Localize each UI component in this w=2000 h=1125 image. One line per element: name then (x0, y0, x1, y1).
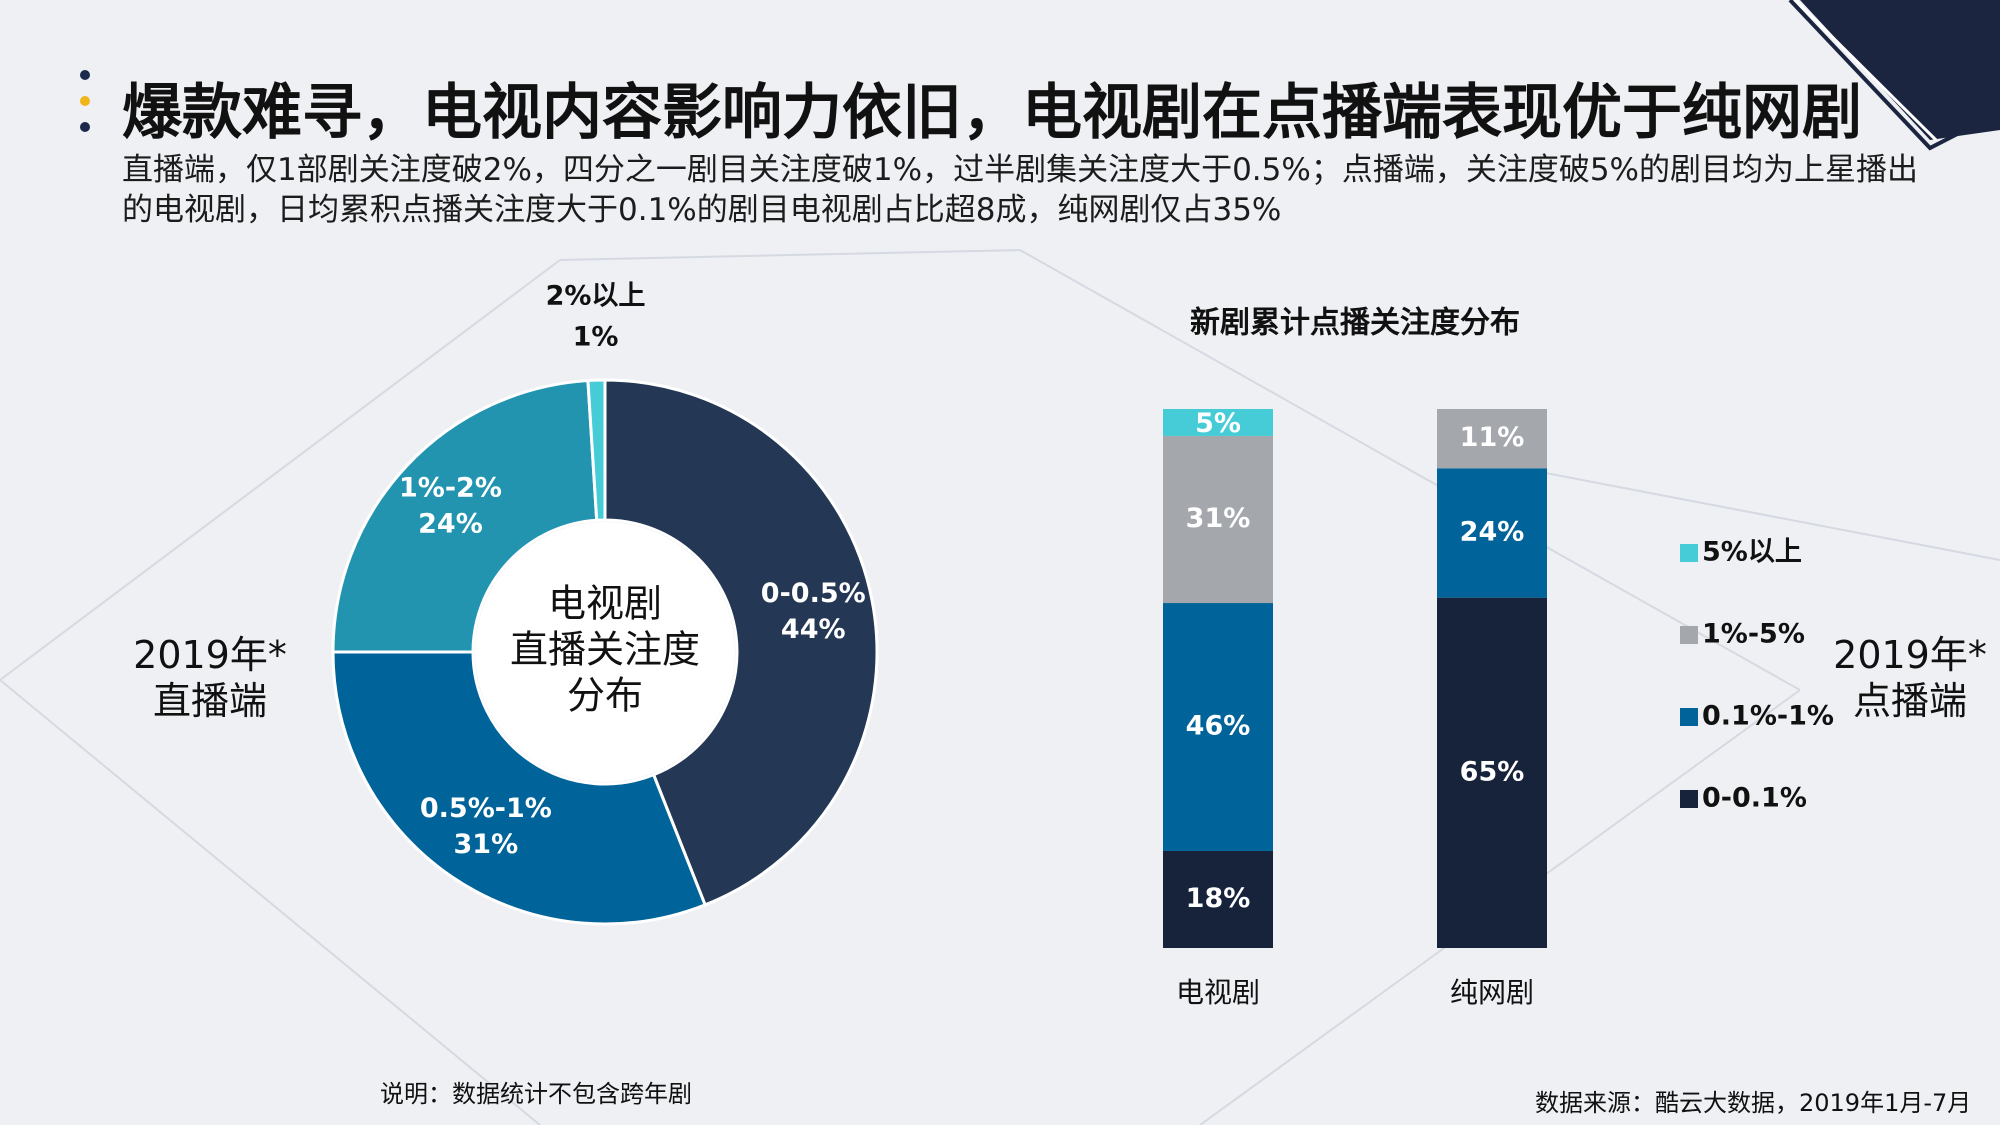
bar-chart-title: 新剧累计点播关注度分布 (1190, 306, 1520, 341)
slice-value-label: 31% (454, 829, 519, 860)
donut-slice (331, 378, 599, 654)
footnote: 说明：数据统计不包含跨年剧 (380, 1080, 692, 1108)
legend-swatch (1680, 790, 1698, 808)
left-panel-label: 2019年* 直播端 (120, 632, 300, 724)
donut-slice (586, 378, 607, 522)
bar-value-label: 46% (1186, 711, 1251, 742)
data-source: 数据来源：酷云大数据，2019年1月-7月 (1535, 1089, 1972, 1117)
bar-segment (1437, 468, 1547, 598)
bar-segment (1163, 603, 1273, 851)
donut-center-label: 电视剧 (548, 582, 662, 626)
left-panel-label-year: 2019年* (133, 633, 287, 677)
dot-top (80, 70, 90, 80)
bar-segment (1163, 409, 1273, 436)
left-panel-label-type: 直播端 (152, 679, 267, 723)
slice-value-label: 44% (781, 614, 846, 645)
donut-slice (331, 650, 708, 926)
legend-label: 0.1%-1% (1702, 701, 1834, 732)
legend-label: 0-0.1% (1702, 783, 1807, 814)
donut-slice (603, 378, 879, 907)
right-panel-label-type: 点播端 (1852, 679, 1967, 723)
slice-category-label: 1%-2% (399, 472, 502, 503)
legend-label: 5%以上 (1702, 537, 1802, 568)
bar-segment (1163, 435, 1273, 604)
bar-value-label: 65% (1460, 756, 1525, 787)
legend-swatch (1680, 626, 1698, 644)
bar-value-label: 24% (1460, 516, 1525, 547)
slice-category-label: 0-0.5% (761, 578, 866, 609)
dot-bottom (80, 122, 90, 132)
bar-segment (1163, 850, 1273, 948)
bar-value-label: 31% (1186, 503, 1251, 534)
right-panel-label: 2019年* 点播端 (1820, 632, 2000, 724)
donut-hole (475, 522, 735, 782)
title-bullet-dots (75, 68, 97, 140)
slice-category-label: 2%以上 (546, 281, 646, 312)
donut-center-label: 分布 (567, 674, 643, 718)
bar-value-label: 18% (1186, 883, 1251, 914)
legend-label: 1%-5% (1702, 619, 1805, 650)
right-panel-label-year: 2019年* (1833, 633, 1987, 677)
bar-segment (1437, 597, 1547, 948)
bar-category-label: 纯网剧 (1450, 976, 1534, 1009)
page-title: 爆款难寻，电视内容影响力依旧，电视剧在点播端表现优于纯网剧 (122, 78, 1862, 148)
slice-value-label: 1% (573, 322, 619, 353)
page-subtitle: 直播端，仅1部剧关注度破2%，四分之一剧目关注度破1%，过半剧集关注度大于0.5… (122, 152, 1919, 228)
dot-middle (80, 96, 90, 106)
donut-center-label: 直播关注度 (510, 628, 700, 672)
bar-segment (1437, 409, 1547, 469)
legend-swatch (1680, 708, 1698, 726)
bar-category-label: 电视剧 (1176, 976, 1260, 1009)
legend-swatch (1680, 544, 1698, 562)
slice-value-label: 24% (418, 508, 483, 539)
bar-value-label: 5% (1195, 408, 1241, 439)
slice-category-label: 0.5%-1% (420, 793, 552, 824)
bar-value-label: 11% (1460, 422, 1525, 453)
